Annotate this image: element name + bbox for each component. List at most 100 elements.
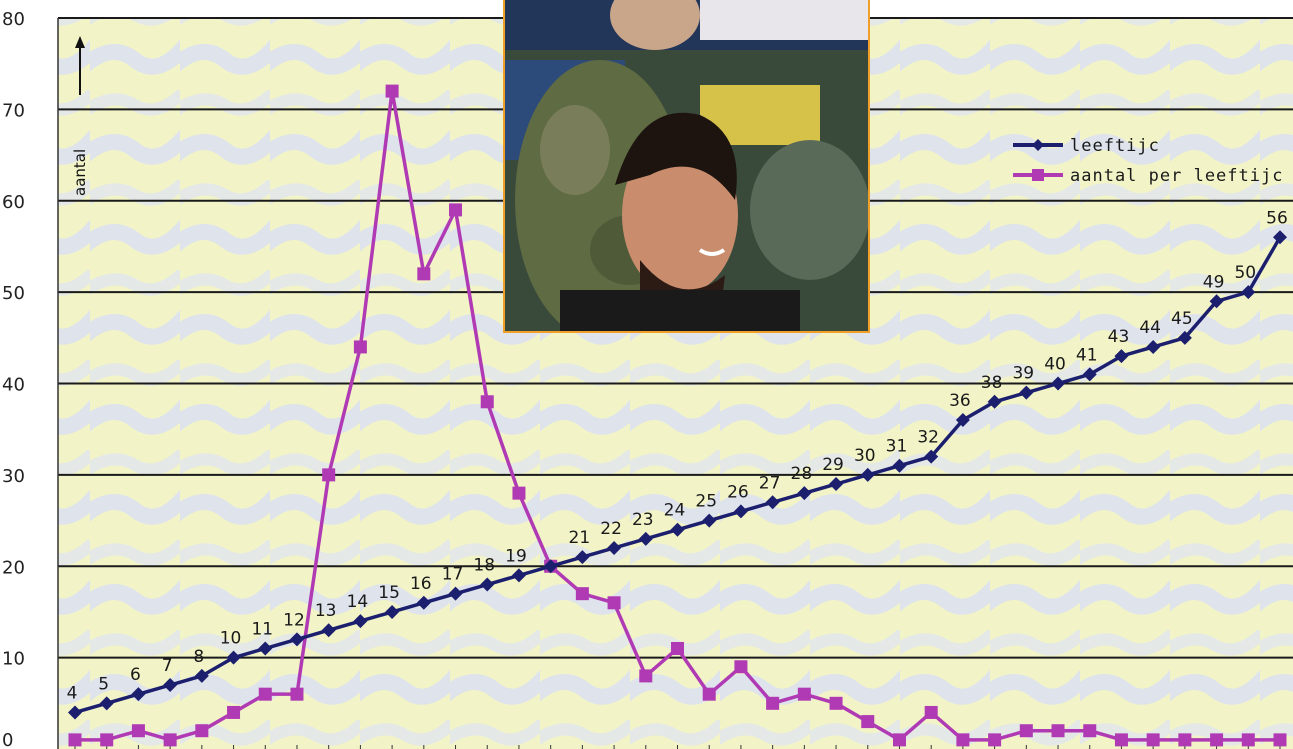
data-label: 18 xyxy=(473,556,495,576)
data-point-leeftijd xyxy=(1082,367,1097,382)
data-label: 16 xyxy=(410,574,432,594)
data-label: 11 xyxy=(251,619,273,639)
data-point-aantal xyxy=(575,587,589,601)
data-label: 32 xyxy=(917,428,939,448)
data-point-leeftijd xyxy=(68,705,82,720)
data-label: 24 xyxy=(664,501,686,521)
data-point-leeftijd xyxy=(1019,385,1034,400)
data-point-leeftijd xyxy=(258,641,273,656)
y-tick-label: 0 xyxy=(2,730,13,749)
data-label: 19 xyxy=(505,546,527,566)
data-label: 23 xyxy=(632,510,654,530)
data-point-aantal xyxy=(1083,724,1097,738)
data-label: 10 xyxy=(220,629,242,649)
y-axis-label: aantal xyxy=(71,36,89,196)
legend: leeftijc aantal per leeftijc xyxy=(1013,136,1282,186)
data-label: 38 xyxy=(981,373,1003,393)
data-point-leeftijd xyxy=(733,504,748,519)
data-point-leeftijd xyxy=(955,413,970,428)
data-point-aantal xyxy=(892,733,906,747)
data-point-aantal xyxy=(702,687,716,701)
data-point-leeftijd xyxy=(797,486,812,501)
legend-label-leeftijd: leeftijc xyxy=(1070,136,1160,156)
data-point-leeftijd xyxy=(702,513,717,528)
data-point-leeftijd xyxy=(987,394,1002,409)
data-point-leeftijd xyxy=(924,449,939,464)
data-label: 22 xyxy=(600,519,622,539)
data-point-aantal xyxy=(1273,733,1287,747)
data-point-leeftijd xyxy=(131,687,146,702)
data-label: 41 xyxy=(1076,345,1098,365)
data-point-leeftijd xyxy=(226,650,241,665)
data-point-leeftijd xyxy=(860,467,875,482)
data-point-aantal xyxy=(1051,724,1065,738)
data-label: 44 xyxy=(1139,318,1161,338)
data-point-aantal xyxy=(195,724,209,738)
data-point-leeftijd xyxy=(99,696,114,711)
data-point-aantal xyxy=(480,395,494,409)
data-point-aantal xyxy=(1146,733,1160,747)
data-label: 14 xyxy=(347,592,369,612)
data-point-aantal xyxy=(861,715,875,729)
data-point-leeftijd xyxy=(1146,339,1161,354)
data-point-aantal xyxy=(68,733,82,747)
data-point-aantal xyxy=(100,733,114,747)
data-label: 4 xyxy=(67,683,78,703)
data-label: 5 xyxy=(98,674,109,694)
data-point-aantal xyxy=(227,705,241,719)
data-point-aantal xyxy=(1019,724,1033,738)
data-point-aantal xyxy=(417,267,431,281)
data-point-leeftijd xyxy=(1273,230,1287,245)
data-point-leeftijd xyxy=(1209,294,1224,309)
data-label: 56 xyxy=(1266,208,1288,228)
data-label: 43 xyxy=(1108,327,1130,347)
y-tick-label: 80 xyxy=(2,9,25,30)
y-axis-title: aantal xyxy=(71,149,89,196)
data-point-aantal xyxy=(131,724,145,738)
y-axis-ticks: 0 10 20 30 40 50 60 70 80 xyxy=(2,9,1281,749)
data-point-aantal xyxy=(956,733,970,747)
data-point-leeftijd xyxy=(829,477,844,492)
data-point-leeftijd xyxy=(385,604,400,619)
data-point-aantal xyxy=(290,687,304,701)
data-point-aantal xyxy=(353,340,367,354)
data-point-leeftijd xyxy=(670,522,685,537)
data-point-leeftijd xyxy=(1241,285,1256,300)
data-point-leeftijd xyxy=(892,458,907,473)
data-point-leeftijd xyxy=(353,614,368,629)
data-label: 21 xyxy=(569,528,591,548)
data-point-aantal xyxy=(607,596,621,610)
series-lines xyxy=(68,84,1287,747)
data-point-aantal xyxy=(734,660,748,674)
data-point-leeftijd xyxy=(194,668,209,683)
data-point-leeftijd xyxy=(416,595,431,610)
data-label: 31 xyxy=(886,437,908,457)
data-label: 45 xyxy=(1171,309,1193,329)
data-point-aantal xyxy=(258,687,272,701)
data-point-aantal xyxy=(1178,733,1192,747)
photo xyxy=(503,0,870,333)
data-point-leeftijd xyxy=(543,559,558,574)
data-point-leeftijd xyxy=(638,531,653,546)
data-point-aantal xyxy=(512,486,526,500)
data-point-leeftijd xyxy=(1177,330,1192,345)
data-label: 30 xyxy=(854,446,876,466)
data-point-leeftijd xyxy=(1114,349,1129,364)
data-point-leeftijd xyxy=(607,540,622,555)
data-point-aantal xyxy=(322,468,336,482)
data-label: 6 xyxy=(130,665,141,685)
y-tick-label: 60 xyxy=(2,192,25,213)
data-point-leeftijd xyxy=(511,568,526,583)
data-label: 13 xyxy=(315,601,337,621)
data-label: 36 xyxy=(949,391,971,411)
data-point-aantal xyxy=(1114,733,1128,747)
data-label: 7 xyxy=(162,656,173,676)
data-point-aantal xyxy=(829,696,843,710)
y-tick-label: 70 xyxy=(2,100,25,121)
data-point-aantal xyxy=(1241,733,1255,747)
y-tick-label: 20 xyxy=(2,557,25,578)
data-point-aantal xyxy=(163,733,177,747)
